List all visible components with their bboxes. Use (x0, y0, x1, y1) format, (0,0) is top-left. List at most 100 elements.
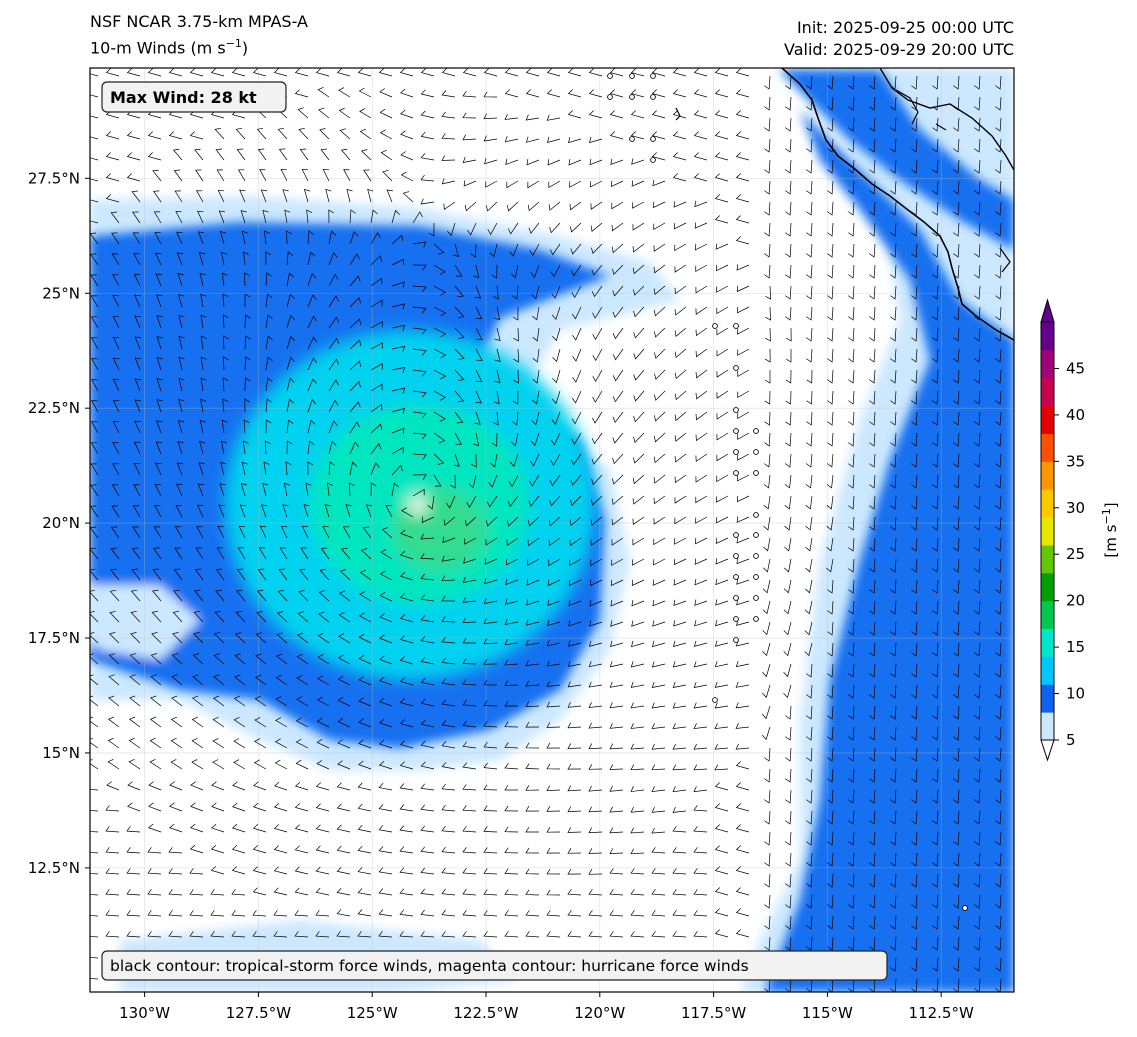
wind-barb (306, 209, 313, 224)
wind-barb (630, 131, 645, 140)
wind-barb (475, 306, 483, 320)
wind-barb (609, 806, 624, 813)
wind-barb (155, 252, 162, 266)
wind-barb (827, 789, 834, 804)
wind-barb (315, 931, 330, 938)
wind-barb (911, 558, 918, 573)
wind-barb (568, 136, 582, 144)
calm-wind-marker (753, 553, 759, 559)
wind-barb (370, 255, 382, 266)
wind-barb (890, 978, 897, 992)
wind-barb (240, 210, 247, 224)
wind-barb (170, 759, 183, 770)
wind-barb (612, 474, 624, 485)
wind-barb (483, 135, 498, 142)
wind-barb (265, 335, 273, 350)
wind-barb (827, 642, 834, 657)
calm-wind-marker (733, 574, 739, 580)
wind-barb (953, 243, 960, 258)
wind-barb (513, 369, 519, 384)
wind-barb (462, 596, 477, 603)
wind-barb (848, 621, 855, 636)
wind-barb (735, 236, 750, 245)
wind-barb (785, 831, 792, 846)
wind-barb (784, 516, 792, 531)
coastline (675, 68, 1014, 341)
wind-barb (974, 96, 981, 111)
wind-barb (252, 824, 267, 833)
wind-barb (590, 537, 603, 546)
wind-barb (588, 722, 603, 729)
wind-barb (525, 680, 540, 687)
wind-barb (90, 484, 99, 497)
wind-barb (735, 824, 750, 833)
wind-barb (806, 201, 813, 216)
wind-barb (296, 675, 309, 686)
wind-barb (630, 764, 645, 771)
wind-barb (609, 702, 624, 709)
wind-barb (848, 222, 855, 237)
wind-barb (737, 453, 750, 461)
wind-barb (307, 315, 318, 329)
wind-barb (378, 760, 393, 770)
wind-barb (571, 306, 582, 320)
wind-barb (693, 89, 708, 98)
wind-barb (735, 215, 750, 224)
wind-barb (932, 600, 939, 615)
wind-barb (296, 632, 309, 644)
wind-barb (412, 369, 427, 377)
wind-barb (315, 845, 330, 854)
wind-barb (806, 831, 813, 846)
wind-barb (869, 705, 876, 720)
wind-barb (315, 887, 330, 896)
wind-barb (953, 768, 960, 783)
wind-barb (546, 681, 561, 687)
wind-barb (379, 108, 393, 119)
wind-barb (827, 306, 834, 321)
wind-barb (494, 327, 501, 342)
wind-barb (483, 700, 498, 707)
wind-barb (483, 679, 498, 686)
wind-barb (174, 526, 183, 539)
wind-barb (548, 537, 561, 547)
wind-barb (827, 915, 834, 930)
wind-barb (715, 537, 729, 544)
wind-barb (420, 931, 435, 938)
wind-barb (412, 432, 427, 440)
wind-barb (134, 294, 141, 308)
wind-barb (301, 169, 309, 182)
wind-barb (651, 152, 666, 161)
wind-barb (441, 783, 456, 791)
wind-barb (254, 717, 267, 728)
wind-barb (273, 68, 288, 77)
wind-barb (890, 222, 897, 237)
wind-barb (493, 285, 499, 300)
wind-barb (693, 661, 708, 668)
wind-barb (651, 764, 666, 771)
wind-barb (262, 209, 269, 224)
wind-barb (462, 931, 477, 938)
wind-barb (736, 578, 750, 585)
wind-barb (412, 348, 427, 356)
wind-barb (735, 152, 750, 161)
wind-barb (630, 848, 645, 855)
wind-barb (378, 846, 393, 854)
wind-barb (693, 110, 708, 119)
wind-barb (433, 285, 447, 296)
wind-barb (609, 889, 624, 896)
model-title: NSF NCAR 3.75-km MPAS-A (90, 12, 308, 31)
wind-barb (391, 281, 405, 288)
calm-wind-marker (629, 94, 635, 100)
wind-barb (953, 495, 960, 510)
wind-barb (259, 169, 267, 182)
wind-barb (827, 768, 834, 783)
wind-barb (218, 210, 226, 224)
wind-barb (764, 75, 771, 90)
wind-barb (504, 89, 519, 98)
wind-barb (995, 642, 1002, 657)
wind-barb (526, 579, 540, 586)
wind-barb (848, 390, 855, 405)
wind-barb (328, 295, 339, 308)
wind-barb (286, 293, 295, 308)
wind-barb (974, 369, 981, 384)
